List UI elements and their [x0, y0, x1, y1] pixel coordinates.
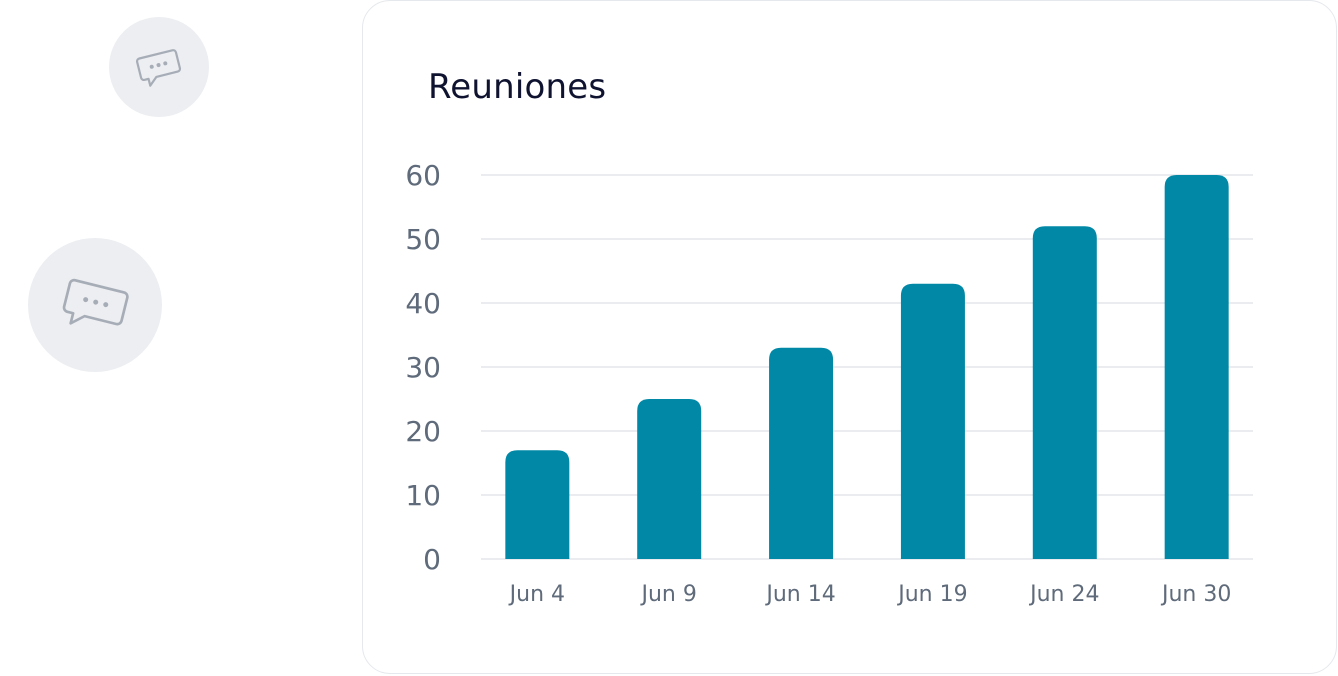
chat-bubble-icon	[136, 49, 182, 87]
bar-jun-19	[900, 283, 965, 559]
x-tick-label: Jun 30	[1160, 582, 1231, 607]
bar-jun-4	[505, 450, 570, 559]
y-tick-label: 10	[405, 479, 441, 512]
chat-bubble-button-small[interactable]	[109, 17, 209, 117]
y-tick-label: 0	[423, 543, 441, 576]
x-tick-label: Jun 4	[508, 582, 565, 607]
bar-chart: 0 10 20 30 40 50 60 Jun 4 Jun 9 Jun 14 Jun 19 Jun 2…	[405, 159, 1253, 607]
y-tick-label: 30	[405, 351, 441, 384]
bar-jun-24	[1032, 226, 1097, 559]
y-tick-label: 40	[405, 287, 441, 320]
meetings-chart-card: Reuniones 0 10 20 30 40 50 60 Jun 4 Jun 9 Jun 14 J…	[362, 0, 1337, 674]
x-tick-label: Jun 9	[640, 582, 697, 607]
bar-jun-30	[1164, 175, 1229, 559]
x-tick-label: Jun 14	[764, 582, 835, 607]
chat-bubble-button-large[interactable]	[28, 238, 162, 372]
bar-jun-9	[637, 399, 702, 559]
x-tick-label: Jun 24	[1028, 582, 1099, 607]
y-tick-label: 50	[405, 223, 441, 256]
y-tick-label: 60	[405, 159, 441, 192]
y-tick-label: 20	[405, 415, 441, 448]
x-tick-label: Jun 19	[896, 582, 967, 607]
chart-title: Reuniones	[428, 67, 607, 107]
chat-bubble-icon	[62, 278, 129, 326]
bar-jun-14	[769, 347, 834, 559]
